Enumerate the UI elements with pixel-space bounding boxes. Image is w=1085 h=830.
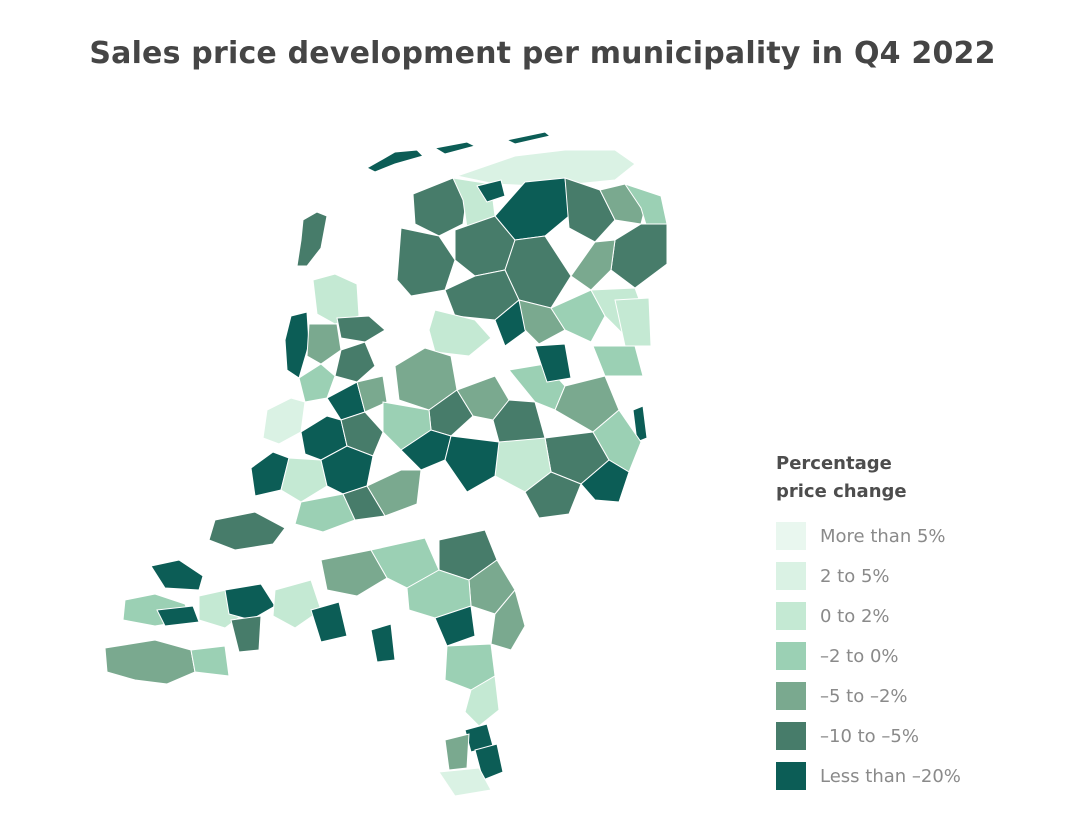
legend-item: –2 to 0% (776, 636, 1056, 676)
municipality-region (272, 579, 322, 629)
municipality-region (340, 411, 384, 457)
municipality-region (320, 549, 388, 597)
municipality-region (208, 511, 286, 551)
legend-item: More than 5% (776, 516, 1056, 556)
municipality-layer (104, 131, 668, 797)
municipality-region (455, 149, 636, 187)
chart-title: Sales price development per municipality… (89, 36, 996, 71)
municipality-region (434, 605, 476, 647)
municipality-region (428, 309, 492, 357)
municipality-region (550, 289, 606, 343)
municipality-region (592, 345, 644, 377)
legend-swatch (776, 762, 806, 790)
legend-title-line2: price change (776, 481, 907, 502)
municipality-region (592, 409, 642, 473)
municipality-region (334, 341, 376, 383)
municipality-region (464, 675, 500, 727)
municipality-region (365, 149, 424, 173)
municipality-region (444, 435, 500, 493)
legend-item: –5 to –2% (776, 676, 1056, 716)
municipality-region (336, 315, 386, 343)
municipality-region (534, 343, 572, 383)
municipality-region (284, 311, 310, 379)
legend-label: More than 5% (820, 525, 946, 547)
legend-title: Percentage price change (776, 450, 1056, 506)
municipality-region (370, 623, 396, 663)
municipality-region (438, 767, 492, 797)
municipality-region (476, 179, 506, 203)
legend: Percentage price change More than 5% 2 t… (776, 450, 1056, 796)
municipality-region (632, 405, 648, 443)
legend-label: 2 to 5% (820, 565, 890, 587)
legend-title-line1: Percentage (776, 453, 892, 474)
municipality-region (156, 605, 200, 627)
legend-label: Less than –20% (820, 765, 961, 787)
municipality-region (564, 177, 616, 243)
municipality-region (104, 639, 196, 685)
municipality-region (580, 459, 630, 503)
legend-label: –5 to –2% (820, 685, 908, 707)
municipality-region (433, 141, 477, 155)
legend-swatch (776, 562, 806, 590)
municipality-region (310, 601, 348, 643)
municipality-region (356, 375, 388, 413)
legend-label: –10 to –5% (820, 725, 919, 747)
municipality-region (614, 297, 652, 347)
legend-swatch (776, 522, 806, 550)
legend-item: Less than –20% (776, 756, 1056, 796)
municipality-region (524, 471, 582, 519)
municipality-region (280, 457, 328, 503)
choropleth-map (95, 120, 695, 810)
legend-swatch (776, 722, 806, 750)
municipality-region (518, 299, 566, 345)
legend-label: –2 to 0% (820, 645, 899, 667)
legend-swatch (776, 602, 806, 630)
netherlands-map (104, 131, 668, 797)
municipality-region (570, 239, 616, 291)
legend-label: 0 to 2% (820, 605, 890, 627)
municipality-region (150, 559, 204, 591)
municipality-region (262, 397, 306, 445)
municipality-region (190, 645, 230, 677)
municipality-region (505, 131, 552, 145)
legend-item: –10 to –5% (776, 716, 1056, 756)
municipality-region (312, 273, 360, 325)
municipality-region (490, 588, 526, 651)
municipality-region (224, 583, 276, 621)
municipality-region (444, 733, 470, 771)
municipality-region (298, 363, 336, 403)
municipality-region (294, 493, 356, 533)
legend-item: 2 to 5% (776, 556, 1056, 596)
legend-swatch (776, 642, 806, 670)
municipality-region (230, 615, 262, 653)
legend-swatch (776, 682, 806, 710)
municipality-region (342, 485, 386, 521)
legend-item: 0 to 2% (776, 596, 1056, 636)
municipality-region (296, 211, 328, 267)
municipality-region (306, 323, 342, 365)
municipality-region (396, 227, 456, 297)
municipality-region (610, 223, 668, 289)
